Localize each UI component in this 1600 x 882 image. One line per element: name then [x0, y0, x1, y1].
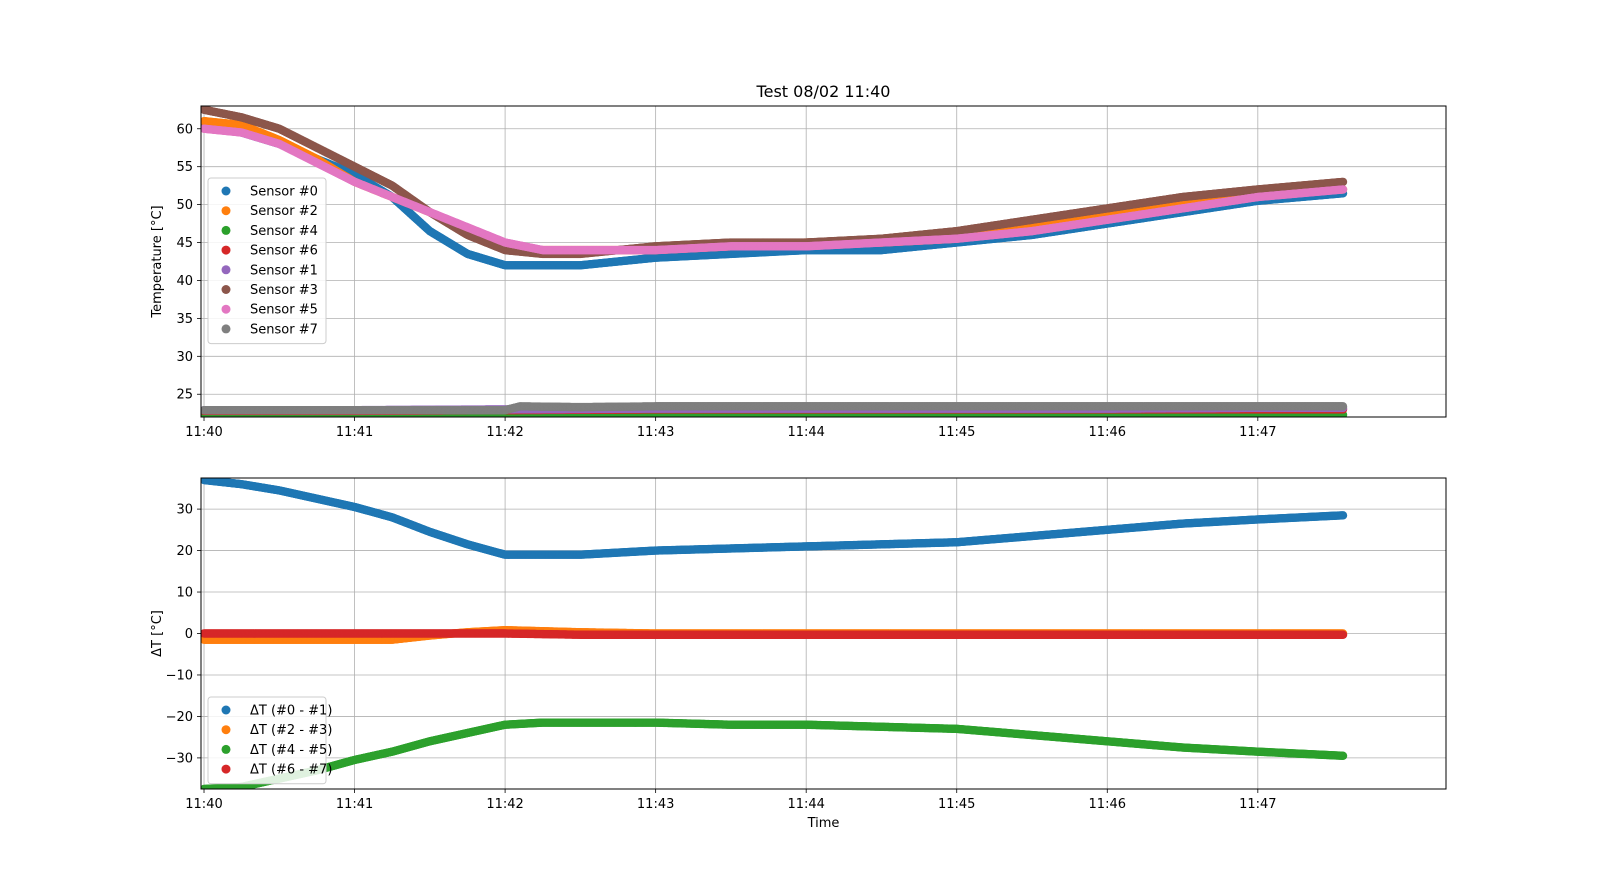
chart-title: Test 08/02 11:40	[756, 82, 891, 101]
temperature-panel: Test 08/02 11:40 Temperature [°C] 11:40 1…	[150, 82, 1447, 440]
y-axis-label: Temperature [°C]	[150, 205, 165, 318]
series-group	[201, 106, 1348, 417]
